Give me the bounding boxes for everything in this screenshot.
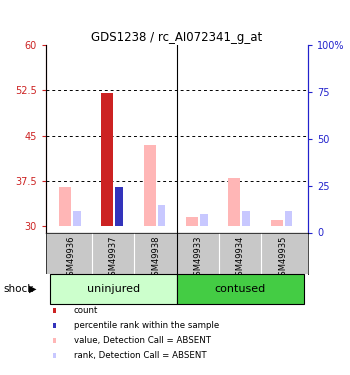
Bar — [242, 211, 250, 226]
Text: GSM49934: GSM49934 — [236, 236, 245, 281]
Bar — [102, 93, 113, 226]
Text: GSM49938: GSM49938 — [151, 236, 160, 281]
Bar — [158, 205, 165, 226]
Text: contused: contused — [215, 284, 266, 294]
Text: GSM49933: GSM49933 — [194, 236, 202, 281]
Text: ▶: ▶ — [29, 284, 36, 294]
Bar — [59, 187, 71, 226]
Bar — [177, 274, 304, 304]
Title: GDS1238 / rc_AI072341_g_at: GDS1238 / rc_AI072341_g_at — [91, 31, 262, 44]
Bar — [200, 214, 208, 226]
Text: GSM49935: GSM49935 — [278, 236, 287, 281]
Bar — [186, 217, 198, 226]
Bar — [116, 187, 123, 226]
Bar — [144, 145, 156, 226]
Text: GSM49936: GSM49936 — [66, 236, 75, 281]
Text: percentile rank within the sample: percentile rank within the sample — [74, 321, 219, 330]
Text: shock: shock — [4, 284, 34, 294]
Bar — [229, 178, 240, 226]
Bar — [50, 274, 177, 304]
Text: rank, Detection Call = ABSENT: rank, Detection Call = ABSENT — [74, 351, 206, 360]
Text: count: count — [74, 306, 98, 315]
Bar — [271, 220, 282, 226]
Text: uninjured: uninjured — [87, 284, 140, 294]
Text: GSM49937: GSM49937 — [109, 236, 118, 281]
Bar — [285, 211, 292, 226]
Text: value, Detection Call = ABSENT: value, Detection Call = ABSENT — [74, 336, 210, 345]
Bar — [73, 211, 80, 226]
